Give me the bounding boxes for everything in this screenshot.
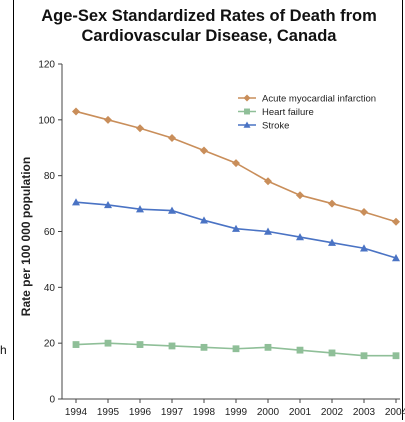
data-point-stroke xyxy=(200,216,208,224)
chart-title: Age-Sex Standardized Rates of Death from… xyxy=(13,6,405,46)
legend-item-acute-myocardial-infarction: Acute myocardial infarction xyxy=(238,93,376,104)
legend-marker-acute-myocardial-infarction xyxy=(243,94,251,102)
data-point-stroke xyxy=(72,198,80,206)
data-point-heart-failure xyxy=(328,349,336,357)
chart-frame xyxy=(13,0,403,420)
series-stroke xyxy=(72,198,400,262)
data-point-stroke xyxy=(136,205,144,213)
x-tick-label: 1995 xyxy=(97,407,120,418)
data-point-acute-myocardial-infarction xyxy=(200,146,208,155)
data-point-stroke xyxy=(104,200,112,209)
chart-title-line-1: Age-Sex Standardized Rates of Death from xyxy=(41,7,377,25)
y-tick-label: 100 xyxy=(38,115,55,126)
data-point-acute-myocardial-infarction xyxy=(104,115,112,124)
data-point-acute-myocardial-infarction xyxy=(328,199,336,208)
data-point-stroke xyxy=(264,227,272,235)
y-tick-label: 80 xyxy=(44,171,56,182)
data-point-stroke xyxy=(328,238,336,246)
data-point-heart-failure xyxy=(296,346,304,354)
data-point-heart-failure xyxy=(168,342,176,350)
legend-label-stroke: Stroke xyxy=(262,120,289,131)
chart-axes: 0 20 40 60 80 100 120 1994 1995 1996 1997 1998 1999 2… xyxy=(19,60,405,419)
series-acute-myocardial-infarction xyxy=(72,107,400,226)
data-point-stroke xyxy=(232,224,240,232)
y-tick-label: 0 xyxy=(49,395,55,406)
data-point-heart-failure xyxy=(360,352,368,360)
cropped-text-fragment: h xyxy=(0,343,7,357)
legend-marker-stroke xyxy=(243,121,251,128)
x-tick-label: 2000 xyxy=(257,407,280,418)
data-point-acute-myocardial-infarction xyxy=(168,133,176,142)
data-point-heart-failure xyxy=(200,343,208,351)
data-point-acute-myocardial-infarction xyxy=(232,159,240,168)
data-point-acute-myocardial-infarction xyxy=(72,107,80,116)
y-tick-label: 120 xyxy=(38,60,55,71)
data-point-heart-failure xyxy=(392,352,400,360)
data-point-stroke xyxy=(296,233,304,241)
y-axis-label: Rate per 100 000 population xyxy=(19,157,33,316)
legend-item-stroke: Stroke xyxy=(238,120,289,131)
legend-label-heart-failure: Heart failure xyxy=(262,107,314,118)
x-tick-label: 1999 xyxy=(225,407,248,418)
x-tick-label: 2002 xyxy=(321,407,344,418)
x-tick-label: 2004 xyxy=(385,407,405,418)
data-point-acute-myocardial-infarction xyxy=(360,207,368,216)
series-heart-failure xyxy=(72,339,400,360)
y-tick-label: 60 xyxy=(44,227,56,238)
data-point-heart-failure xyxy=(104,339,112,347)
chart-legend: Acute myocardial infarction Heart failure… xyxy=(238,93,376,131)
x-tick-label: 2003 xyxy=(353,407,376,418)
data-point-acute-myocardial-infarction xyxy=(392,217,400,226)
chart-title-line-2: Cardiovascular Disease, Canada xyxy=(81,27,337,45)
data-point-heart-failure xyxy=(72,341,80,348)
x-tick-label: 2001 xyxy=(289,407,312,418)
legend-item-heart-failure: Heart failure xyxy=(238,107,314,118)
y-tick-label: 40 xyxy=(44,283,56,294)
data-point-stroke xyxy=(360,244,368,252)
x-tick-label: 1996 xyxy=(129,407,152,418)
x-tick-label: 1997 xyxy=(161,407,184,418)
data-point-heart-failure xyxy=(264,343,272,351)
legend-label-acute-myocardial-infarction: Acute myocardial infarction xyxy=(262,93,376,104)
legend-marker-heart-failure xyxy=(244,108,250,115)
x-tick-label: 1998 xyxy=(193,407,216,418)
x-tick-label: 1994 xyxy=(65,407,88,418)
data-point-acute-myocardial-infarction xyxy=(264,177,272,186)
data-point-heart-failure xyxy=(136,341,144,348)
y-tick-label: 20 xyxy=(44,339,56,350)
data-point-acute-myocardial-infarction xyxy=(136,124,144,133)
data-point-stroke xyxy=(168,206,176,214)
chart-series-lines xyxy=(72,107,400,360)
data-point-acute-myocardial-infarction xyxy=(296,191,304,200)
data-point-stroke xyxy=(392,254,400,262)
data-point-heart-failure xyxy=(232,345,240,353)
